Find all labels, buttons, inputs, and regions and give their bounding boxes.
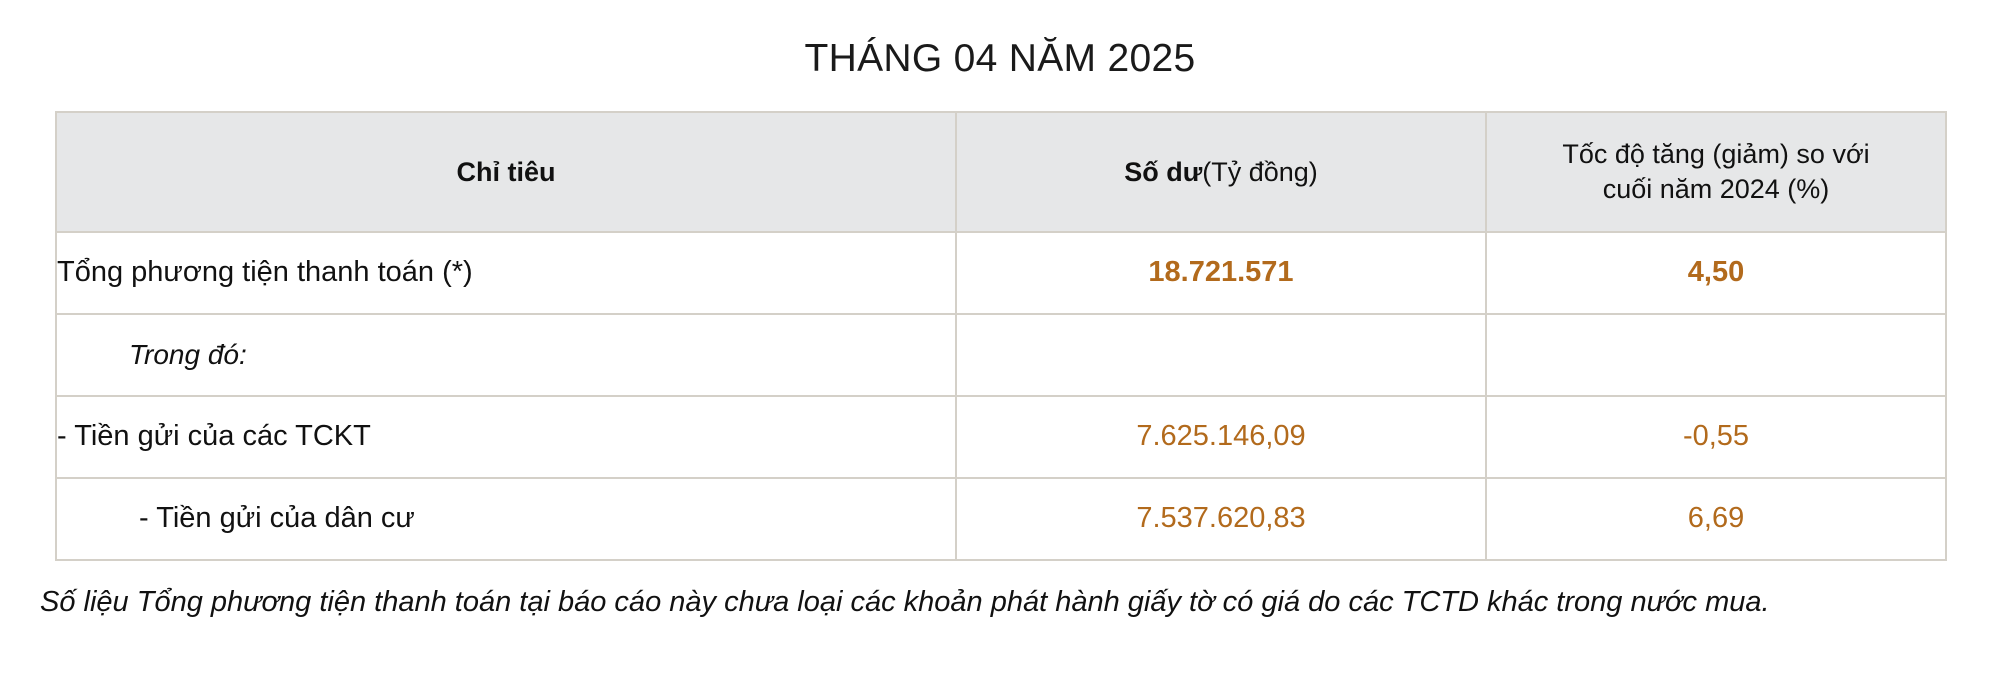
table-row: - Tiền gửi của dân cư 7.537.620,83 6,69 (55, 476, 1947, 561)
row-label-deposits-organizations: - Tiền gửi của các TCKT (55, 394, 957, 479)
column-header-growth-line1: Tốc độ tăng (giảm) so với (1562, 139, 1870, 170)
column-header-growth-line2: cuối năm 2024 (%) (1602, 173, 1830, 204)
column-header-indicator-label: Chỉ tiêu (456, 156, 556, 187)
row-label-total-means-of-payment: Tổng phương tiện thanh toán (*) (55, 230, 957, 315)
row-label-deposits-residents: - Tiền gửi của dân cư (55, 476, 957, 561)
row-balance-including (955, 312, 1487, 397)
table-row: Tổng phương tiện thanh toán (*) 18.721.5… (55, 230, 1947, 315)
monetary-statistics-table: Chỉ tiêu Số dư(Tỷ đồng) Tốc độ tăng (giả… (55, 110, 1947, 561)
row-growth-deposits-residents: 6,69 (1485, 476, 1947, 561)
page-title: THÁNG 04 NĂM 2025 (804, 37, 1196, 80)
column-header-growth: Tốc độ tăng (giảm) so với cuối năm 2024 … (1485, 110, 1947, 233)
column-header-balance-unit: (Tỷ đồng) (1202, 156, 1318, 187)
table-container: Chỉ tiêu Số dư(Tỷ đồng) Tốc độ tăng (giả… (55, 110, 1947, 561)
footnote-text: Số liệu Tổng phương tiện thanh toán tại … (40, 585, 1770, 618)
table-body: Tổng phương tiện thanh toán (*) 18.721.5… (55, 230, 1947, 561)
row-balance-total-means-of-payment: 18.721.571 (955, 230, 1487, 315)
column-header-balance-label: Số dư (1124, 156, 1203, 187)
table-header: Chỉ tiêu Số dư(Tỷ đồng) Tốc độ tăng (giả… (55, 110, 1947, 233)
row-balance-deposits-organizations: 7.625.146,09 (955, 394, 1487, 479)
row-balance-deposits-residents: 7.537.620,83 (955, 476, 1487, 561)
row-label-including: Trong đó: (55, 312, 957, 397)
table-header-row: Chỉ tiêu Số dư(Tỷ đồng) Tốc độ tăng (giả… (55, 110, 1947, 233)
row-growth-including (1485, 312, 1947, 397)
column-header-indicator: Chỉ tiêu (55, 110, 957, 233)
column-header-balance: Số dư(Tỷ đồng) (955, 110, 1487, 233)
row-growth-total-means-of-payment: 4,50 (1485, 230, 1947, 315)
table-row: - Tiền gửi của các TCKT 7.625.146,09 -0,… (55, 394, 1947, 479)
table-row: Trong đó: (55, 312, 1947, 397)
row-growth-deposits-organizations: -0,55 (1485, 394, 1947, 479)
